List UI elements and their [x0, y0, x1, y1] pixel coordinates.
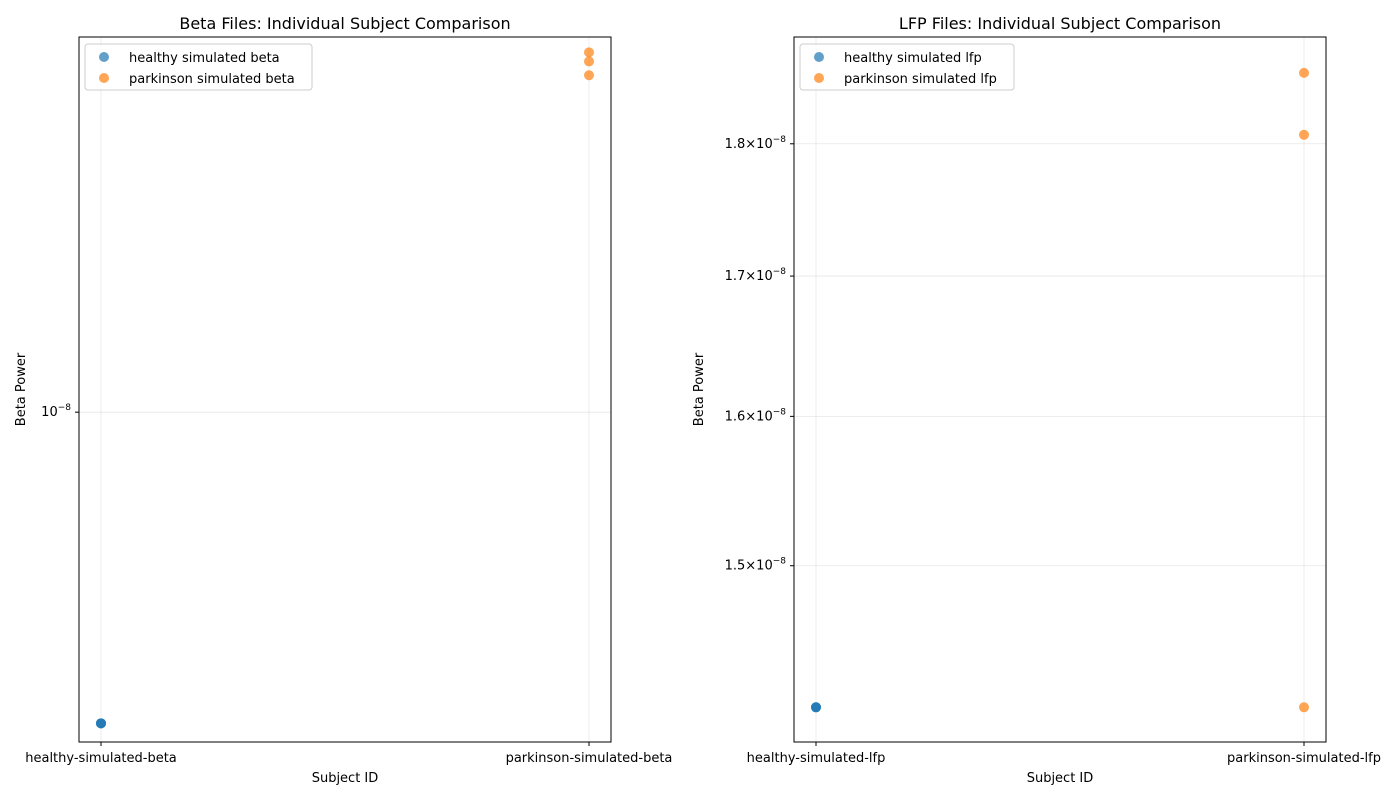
legend-marker	[814, 73, 824, 83]
legend-box	[84, 43, 313, 91]
y-tick-label: 1.7×10−8	[725, 267, 787, 284]
x-tick-label: parkinson-simulated-lfp	[1227, 751, 1381, 766]
x-tick-label: healthy-simulated-lfp	[747, 751, 886, 766]
y-axis-label: Beta Power	[14, 352, 29, 426]
chart-2: healthy-simulated-lfp parkinson-simulated…	[692, 14, 1381, 786]
y-tick-label: 10−8	[41, 403, 71, 420]
y-axis-label: Beta Power	[692, 352, 707, 426]
x-axis-label: Subject ID	[312, 771, 379, 786]
x-axis-label: Subject ID	[1027, 771, 1094, 786]
data-point	[1299, 702, 1309, 713]
legend-box	[799, 43, 1015, 91]
legend-marker	[99, 52, 109, 62]
data-point	[584, 47, 594, 58]
chart-title: Beta Files: Individual Subject Compariso…	[179, 14, 510, 33]
y-tick-label: 1.6×10−8	[725, 407, 787, 424]
y-tick-label: 1.8×10−8	[725, 135, 787, 152]
data-point	[1299, 67, 1309, 78]
data-point	[584, 56, 594, 67]
x-tick-label: parkinson-simulated-beta	[506, 751, 673, 766]
legend: healthy simulated beta parkinson simulate…	[84, 43, 313, 91]
chart-1: healthy-simulated-beta parkinson-simulate…	[14, 14, 672, 786]
legend-label: healthy simulated beta	[129, 51, 280, 66]
legend-label: parkinson simulated lfp	[844, 72, 997, 87]
data-point	[811, 702, 821, 713]
legend-label: parkinson simulated beta	[129, 72, 295, 87]
legend-marker	[99, 73, 109, 83]
data-point	[96, 718, 106, 729]
legend-label: healthy simulated lfp	[844, 51, 982, 66]
data-point	[584, 70, 594, 81]
data-point	[1299, 129, 1309, 140]
axes-frame	[793, 36, 1327, 743]
chart-title: LFP Files: Individual Subject Comparison	[899, 14, 1221, 33]
legend: healthy simulated lfp parkinson simulated…	[799, 43, 1015, 91]
y-tick-label: 1.5×10−8	[725, 557, 787, 574]
axes-frame	[78, 36, 612, 743]
x-tick-label: healthy-simulated-beta	[25, 751, 177, 766]
legend-marker	[814, 52, 824, 62]
